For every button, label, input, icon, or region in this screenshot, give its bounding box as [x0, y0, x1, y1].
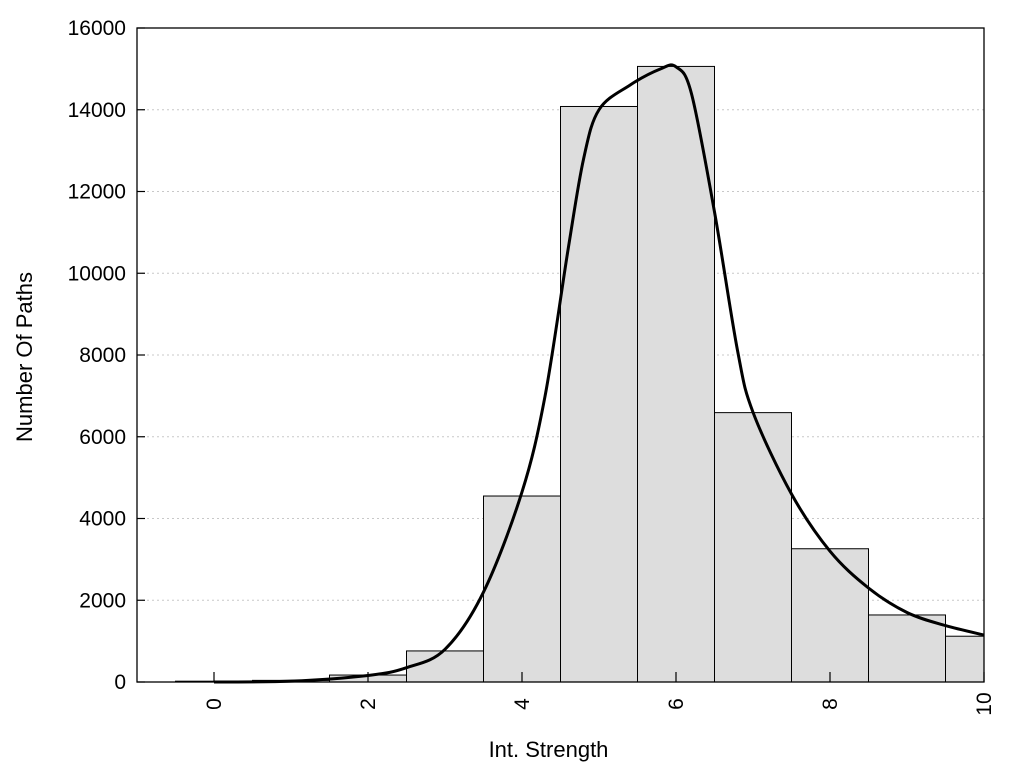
y-axis-title: Number Of Paths: [12, 272, 37, 442]
density-curve: [213, 63, 985, 684]
x-tick-label: 6: [665, 698, 688, 710]
y-tick-label: 14000: [68, 99, 126, 122]
histogram-bar: [791, 548, 869, 683]
histogram-bar: [637, 65, 715, 683]
y-tick-label: 12000: [68, 181, 126, 204]
x-axis-title: Int. Strength: [489, 737, 609, 762]
histogram-bar: [868, 614, 946, 683]
histogram-bar: [945, 635, 985, 683]
x-tick-label: 2: [357, 698, 380, 710]
density-curve-line: [213, 63, 985, 684]
histogram-bar: [483, 495, 561, 683]
y-tick-label: 4000: [79, 508, 126, 531]
y-tick-label: 0: [114, 671, 126, 694]
x-tick-label: 10: [973, 692, 996, 715]
y-tick-label: 2000: [79, 589, 126, 612]
y-tick-label: 8000: [79, 344, 126, 367]
y-axis-ticks: 0 2000 4000 6000 8000 10000 12000 14000 16000: [68, 17, 145, 694]
x-tick-label: 0: [203, 698, 226, 710]
histogram-bar: [714, 412, 792, 683]
y-tick-label: 6000: [79, 426, 126, 449]
histogram-bar: [560, 105, 638, 683]
y-tick-label: 16000: [68, 17, 126, 40]
histogram-bars: [175, 65, 985, 683]
x-tick-label: 4: [511, 698, 534, 710]
y-tick-label: 10000: [68, 262, 126, 285]
x-tick-label: 8: [819, 698, 842, 710]
x-axis-ticks: 0 2 4 6 8 10: [203, 672, 996, 716]
grid-lines: [137, 109, 984, 601]
histogram-bar: [406, 650, 484, 683]
